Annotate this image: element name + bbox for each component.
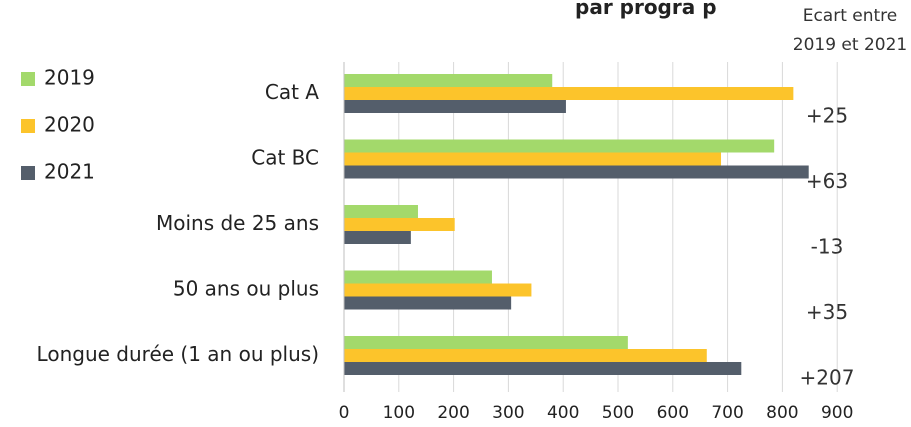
ecart-value-4: +35: [806, 300, 848, 324]
bar-2020-5: [344, 349, 707, 362]
bar-2021-5: [344, 362, 742, 375]
legend-swatch-2020: [21, 119, 35, 133]
x-tick-labels: 0 100 200 300 400 500 600 700 800 900: [339, 403, 854, 423]
x-tick-300: 300: [492, 403, 524, 423]
x-tick-700: 700: [711, 403, 743, 423]
bars: [343, 62, 809, 392]
category-label-3: Moins de 25 ans: [156, 211, 319, 235]
ecart-header-line2: 2019 et 2021: [793, 35, 907, 55]
x-tick-200: 200: [437, 403, 469, 423]
bar-2021-4: [344, 296, 512, 310]
x-tick-500: 500: [602, 403, 634, 423]
x-tick-900: 900: [821, 403, 853, 423]
ecart-values: +25 +63 -13 +35 +207: [800, 104, 855, 390]
x-tick-0: 0: [339, 403, 350, 423]
legend-label-2019: 2019: [44, 66, 95, 90]
x-tick-400: 400: [547, 403, 579, 423]
legend-label-2021: 2021: [44, 160, 95, 184]
x-tick-600: 600: [657, 403, 689, 423]
bar-2020-2: [344, 152, 722, 166]
legend: 2019 2020 2021: [21, 66, 95, 184]
legend-label-2020: 2020: [44, 113, 95, 137]
category-label-1: Cat A: [265, 80, 319, 104]
legend-swatch-2019: [21, 72, 35, 86]
bar-2021-2: [344, 165, 809, 179]
bar-2019-5: [344, 336, 628, 349]
gridlines: [398, 62, 838, 392]
bar-2019-1: [344, 74, 553, 87]
bar-2021-3: [344, 231, 411, 244]
legend-swatch-2021: [21, 166, 35, 180]
bar-2019-4: [344, 270, 492, 284]
x-tick-800: 800: [766, 403, 798, 423]
chart-title-fragment: par progra p: [575, 0, 717, 19]
bar-2020-1: [344, 87, 794, 100]
bar-2020-3: [344, 218, 455, 231]
ecart-value-3: -13: [811, 235, 844, 259]
category-labels: Cat A Cat BC Moins de 25 ans 50 ans ou plus…: [37, 80, 320, 366]
bar-2021-1: [344, 100, 566, 113]
x-tick-100: 100: [383, 403, 415, 423]
bar-2019-2: [344, 139, 775, 153]
category-label-5: Longue durée (1 an ou plus): [37, 342, 319, 366]
ecart-value-1: +25: [806, 104, 848, 128]
bar-2019-3: [344, 205, 418, 218]
category-label-4: 50 ans ou plus: [173, 277, 319, 301]
category-label-2: Cat BC: [251, 146, 319, 170]
ecart-value-5: +207: [800, 366, 855, 390]
ecart-value-2: +63: [806, 169, 848, 193]
bar-2020-4: [344, 283, 532, 297]
ecart-header-line1: Ecart entre: [803, 6, 898, 26]
